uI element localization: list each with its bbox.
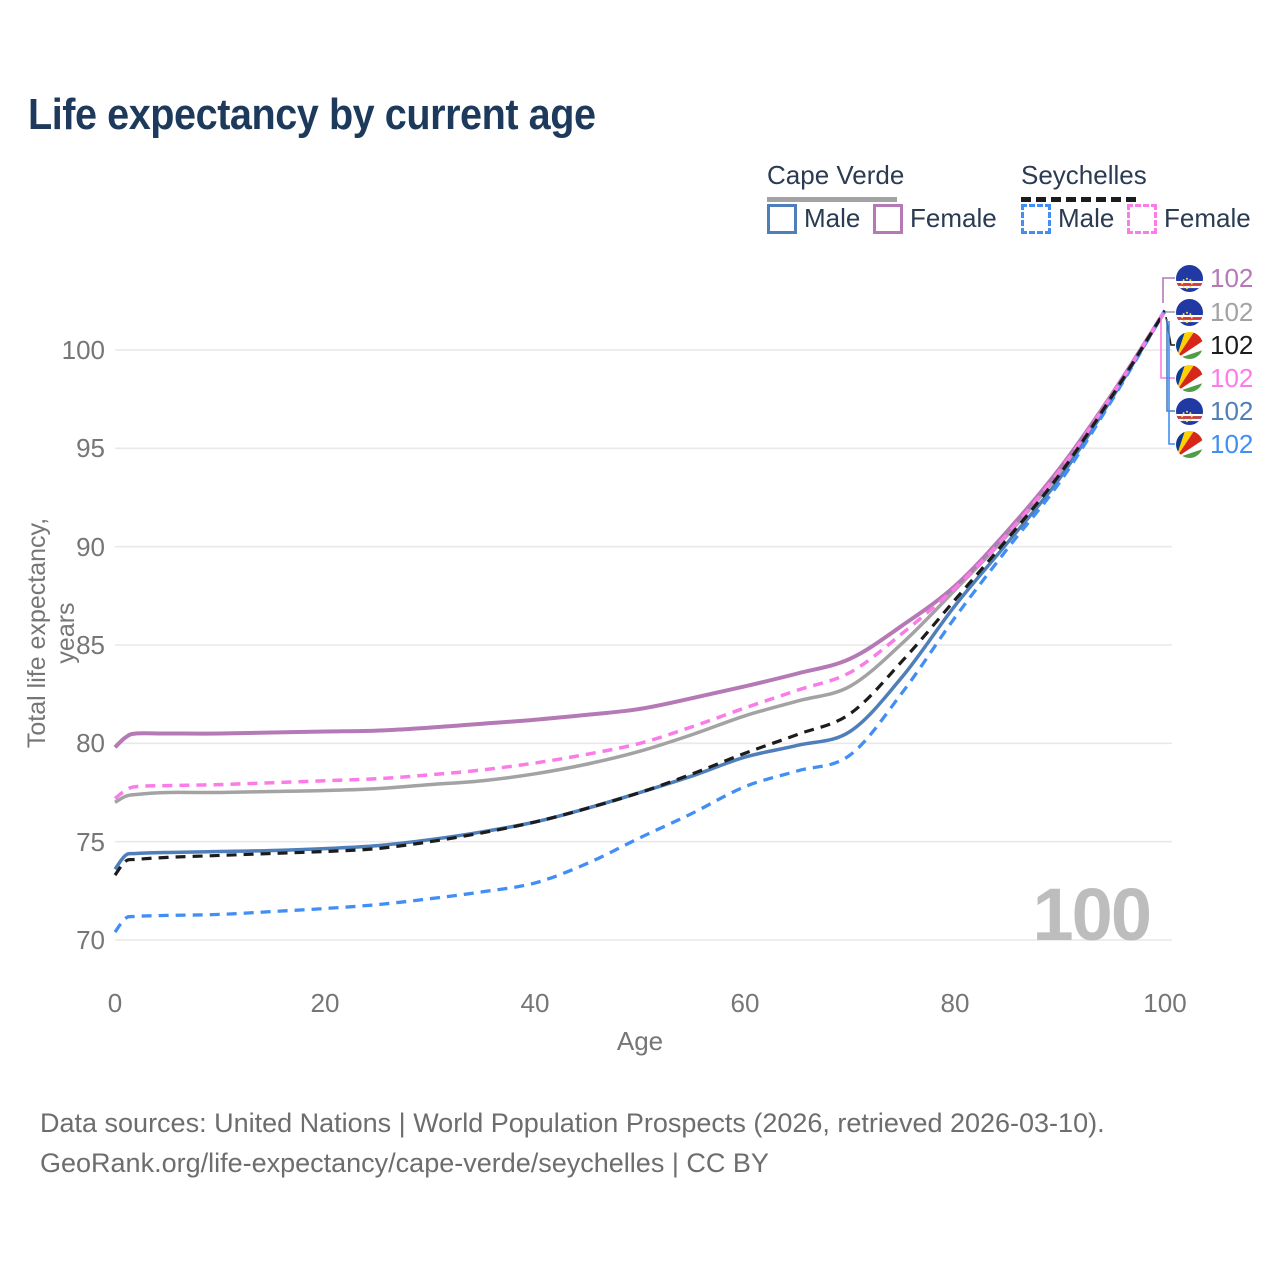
legend-item-seychelles-female[interactable]: Female [1127, 203, 1251, 234]
legend-item-label: Female [1164, 203, 1251, 233]
legend-item-cape-verde-female[interactable]: Female [873, 203, 997, 234]
series-cape-verde-female [113, 309, 1167, 749]
x-tick-80: 80 [940, 988, 970, 1018]
page-title: Life expectancy by current age [28, 90, 596, 139]
cape-verde-flag-icon [1176, 397, 1203, 425]
legend-item-label: Female [910, 203, 997, 233]
end-label-cape-verde-female: 102 [1176, 262, 1254, 293]
series-seychelles-female [113, 309, 1167, 800]
x-tick-40: 40 [520, 988, 550, 1018]
x-axis-title: Age [616, 1026, 664, 1056]
leader-line-5 [1168, 321, 1175, 445]
legend-item-label: Male [1058, 203, 1115, 233]
x-tick-0: 0 [107, 988, 123, 1018]
leader-line-0 [1162, 277, 1175, 303]
end-value: 102 [1210, 362, 1254, 393]
legend-item-seychelles-male[interactable]: Male [1021, 203, 1114, 234]
series-cape-verde-male [113, 309, 1167, 871]
end-label-seychelles-total: 102 [1176, 329, 1254, 360]
y-tick-75: 75 [76, 826, 105, 857]
end-value: 102 [1210, 262, 1254, 293]
y-tick-90: 90 [76, 531, 105, 562]
x-tick-100: 100 [1143, 988, 1187, 1018]
attribution-text: GeoRank.org/life-expectancy/cape-verde/s… [40, 1148, 769, 1178]
end-label-cape-verde-male: 102 [1176, 395, 1254, 426]
end-value: 102 [1210, 395, 1254, 426]
seychelles-flag-icon [1176, 331, 1203, 359]
y-tick-80: 80 [76, 728, 105, 759]
legend-item-cape-verde-male[interactable]: Male [767, 203, 860, 234]
x-tick-60: 60 [730, 988, 760, 1018]
age-watermark: 100 [1032, 873, 1152, 956]
legend-swatch-dashed-blue [1021, 203, 1051, 234]
series-seychelles-male [113, 309, 1167, 934]
series-cape-verde-both-sexes [114, 309, 1167, 804]
seychelles-flag-icon [1176, 364, 1203, 392]
end-label-cape-verde-total: 102 [1176, 296, 1254, 327]
data-sources-text: Data sources: United Nations | World Pop… [40, 1108, 1105, 1138]
y-tick-100: 100 [61, 335, 105, 366]
x-tick-20: 20 [310, 988, 340, 1018]
series-seychelles-both-sexes [113, 309, 1167, 877]
legend-group-seychelles[interactable]: Seychelles [1021, 160, 1147, 202]
end-label-seychelles-female: 102 [1176, 362, 1254, 393]
y-tick-85: 85 [76, 630, 105, 660]
leader-line-4 [1166, 319, 1175, 412]
end-value: 102 [1210, 296, 1254, 327]
legend-group-cape-verde[interactable]: Cape Verde [767, 160, 904, 202]
end-label-seychelles-male: 102 [1176, 428, 1254, 459]
y-tick-70: 70 [76, 925, 105, 955]
leader-line-3 [1160, 317, 1175, 379]
legend-swatch-solid-blue [767, 203, 797, 234]
cape-verde-flag-icon [1176, 298, 1203, 326]
seychelles-flag-icon [1176, 430, 1203, 458]
legend-group-label: Cape Verde [767, 160, 905, 190]
end-value: 102 [1210, 329, 1254, 360]
legend-group-label: Seychelles [1021, 160, 1147, 190]
end-value: 102 [1210, 428, 1254, 459]
legend-swatch-dashed-pink [1127, 203, 1157, 234]
cape-verde-flag-icon [1176, 264, 1203, 292]
y-tick-95: 95 [76, 433, 105, 464]
legend-item-label: Male [804, 203, 861, 233]
legend-swatch-solid-purple [873, 203, 903, 234]
